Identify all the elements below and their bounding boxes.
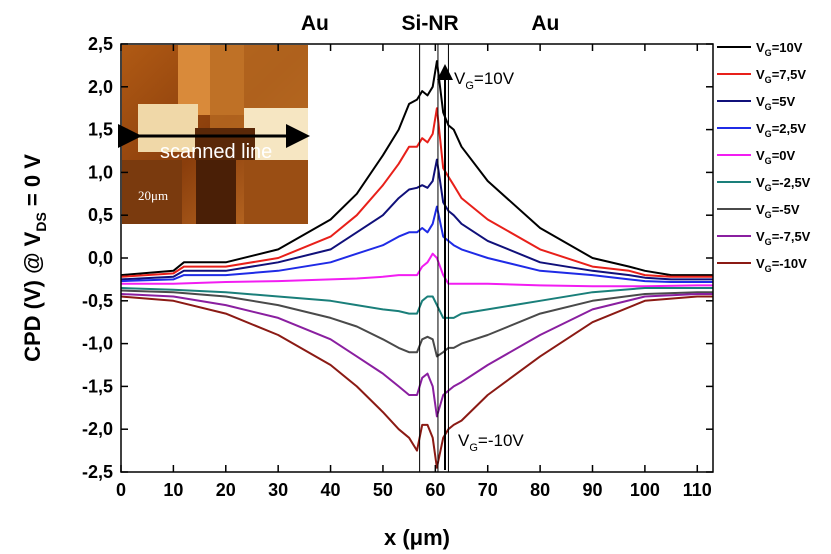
series-line-1	[121, 107, 713, 278]
y-tick-label-10: -2,5	[82, 462, 113, 482]
x-tick-label-4: 40	[321, 480, 341, 500]
x-tick-label-0: 0	[116, 480, 126, 500]
x-tick-label-8: 80	[530, 480, 550, 500]
legend-label-5: VG=-2,5V	[756, 175, 811, 193]
legend-label-8: VG=-10V	[756, 256, 807, 274]
y-axis: 2,5 2,0 1,5 1,0 0,5 0,0 -0,5 -1,0 -1,5 -2,0 -2,5	[82, 34, 713, 482]
inset-afm-image: scanned line 20μm	[118, 45, 310, 224]
x-tick-label-7: 70	[478, 480, 498, 500]
x-tick-label-3: 30	[268, 480, 288, 500]
legend-label-4: VG=0V	[756, 148, 796, 166]
legend-label-3: VG=2,5V	[756, 121, 806, 139]
x-tick-label-6: 60	[425, 480, 445, 500]
annotation-vg-minus10: VG=-10V	[458, 431, 524, 454]
x-tick-label-9: 90	[582, 480, 602, 500]
annotation-arrow-group: VG=10V VG=-10V	[437, 64, 524, 470]
y-tick-label-6: -0,5	[82, 291, 113, 311]
legend-label-7: VG=-7,5V	[756, 229, 811, 247]
y-tick-label-2: 1,5	[88, 120, 113, 140]
series-line-3	[121, 205, 713, 283]
y-tick-label-8: -1,5	[82, 376, 113, 396]
legend-label-2: VG=5V	[756, 94, 796, 112]
x-tick-label-2: 20	[216, 480, 236, 500]
x-tick-label-5: 50	[373, 480, 393, 500]
x-tick-label-1: 10	[163, 480, 183, 500]
series-line-6	[121, 289, 713, 358]
series-line-4	[121, 252, 713, 288]
y-tick-label-4: 0,5	[88, 205, 113, 225]
series-line-7	[121, 293, 713, 418]
y-tick-label-1: 2,0	[88, 77, 113, 97]
region-label-0: Au	[301, 12, 329, 35]
inset-scale-label: 20μm	[138, 188, 168, 203]
vertical-lines	[419, 44, 449, 472]
inset-scanned-line-label: scanned line	[160, 141, 272, 163]
series-layer	[121, 60, 713, 469]
annotation-vg-10: VG=10V	[454, 69, 515, 92]
series-line-8	[121, 295, 713, 469]
region-labels: Au Si-NR Au	[301, 12, 560, 35]
legend-label-0: VG=10V	[756, 40, 803, 58]
y-tick-label-0: 2,5	[88, 34, 113, 54]
y-axis-title: CPD (V) @ VDS = 0 V	[20, 154, 49, 362]
series-line-5	[121, 287, 713, 319]
legend-label-6: VG=-5V	[756, 202, 800, 220]
x-axis: 0 10 20 30 40 50 60 70 80 90 100 110	[116, 44, 712, 500]
series-line-2	[121, 158, 713, 281]
y-tick-label-3: 1,0	[88, 162, 113, 182]
series-line-0	[121, 60, 713, 277]
legend-label-1: VG=7,5V	[756, 67, 806, 85]
y-tick-label-7: -1,0	[82, 334, 113, 354]
region-label-1: Si-NR	[402, 12, 459, 35]
y-tick-label-5: 0,0	[88, 248, 113, 268]
region-label-2: Au	[531, 12, 559, 35]
x-tick-label-11: 110	[683, 480, 712, 500]
x-axis-title: x (μm)	[384, 525, 450, 550]
x-tick-label-10: 100	[630, 480, 660, 500]
legend: VG=10V VG=7,5V VG=5V VG=2,5V VG=0V VG=-2,5V VG…	[717, 40, 811, 274]
y-tick-label-9: -2,0	[82, 419, 113, 439]
